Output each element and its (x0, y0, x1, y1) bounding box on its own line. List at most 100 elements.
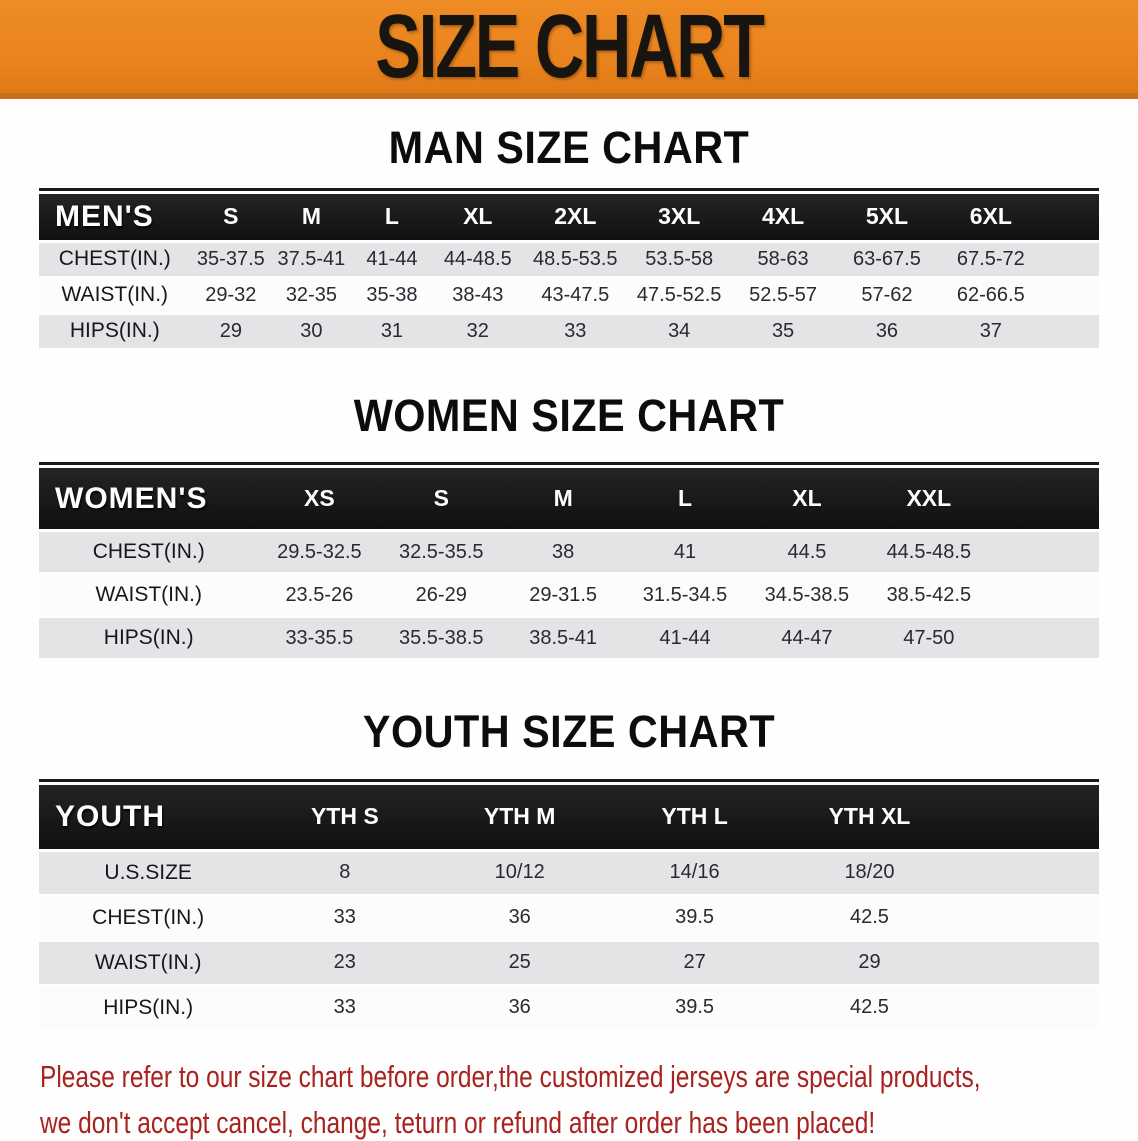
row-label-cell: CHEST(IN.) (39, 242, 191, 276)
value-cell: 62-66.5 (938, 278, 1043, 312)
filler-cell (956, 851, 1099, 894)
column-header-cell: XL (745, 468, 868, 529)
filler-cell (989, 468, 1099, 529)
youth-size-table-body: U.S.SIZE 8 10/12 14/16 18/20 CHEST(IN.) 33 36 39… (39, 851, 1099, 1029)
table-title-cell: YOUTH (39, 784, 258, 849)
filler-cell (989, 618, 1099, 658)
value-cell: 23 (257, 941, 433, 984)
youth-size-section: YOUTH SIZE CHART YOUTH YTH S YTH M YTH L YTH… (0, 707, 1138, 1032)
value-cell: 37 (938, 314, 1043, 348)
table-title-cell: MEN'S (39, 193, 191, 240)
column-header-cell: M (271, 193, 352, 240)
column-header-cell: YTH S (257, 784, 433, 849)
value-cell: 44.5-48.5 (867, 532, 990, 572)
value-cell: 37.5-41 (271, 242, 352, 276)
value-cell: 47-50 (867, 618, 990, 658)
value-cell: 38 (502, 532, 625, 572)
filler-cell (1042, 193, 1099, 240)
row-label-cell: U.S.SIZE (39, 851, 258, 894)
value-cell: 35.5-38.5 (380, 618, 503, 658)
value-cell: 41 (624, 532, 746, 572)
banner: SIZE CHART (0, 0, 1138, 99)
value-cell: 63-67.5 (835, 242, 939, 276)
table-row: U.S.SIZE 8 10/12 14/16 18/20 (39, 851, 1099, 894)
footer-note: Please refer to our size chart before or… (40, 1058, 1138, 1141)
filler-cell (1042, 314, 1099, 348)
column-header-cell: 5XL (835, 193, 939, 240)
table-row: CHEST(IN.) 29.5-32.5 32.5-35.5 38 41 44.5 44.5… (39, 532, 1099, 572)
row-label-cell: WAIST(IN.) (39, 941, 258, 984)
value-cell: 31.5-34.5 (624, 575, 746, 615)
row-label-cell: WAIST(IN.) (39, 575, 259, 615)
value-cell: 41-44 (624, 618, 746, 658)
table-header-row: MEN'S S M L XL 2XL 3XL 4XL 5XL 6XL (39, 193, 1099, 240)
value-cell: 32-35 (271, 278, 352, 312)
value-cell: 35-38 (351, 278, 433, 312)
value-cell: 30 (271, 314, 352, 348)
note-line-2: we don't accept cancel, change, teturn o… (40, 1104, 876, 1140)
column-header-cell: YTH M (432, 784, 608, 849)
row-label-cell: HIPS(IN.) (39, 618, 259, 658)
value-cell: 35 (731, 314, 835, 348)
value-cell: 29 (782, 941, 957, 984)
table-header-row: WOMEN'S XS S M L XL XXL (39, 468, 1099, 529)
man-size-heading: MAN SIZE CHART (0, 123, 1138, 173)
value-cell: 67.5-72 (938, 242, 1043, 276)
value-cell: 44.5 (745, 532, 868, 572)
women-size-table-head: WOMEN'S XS S M L XL XXL (39, 468, 1099, 529)
value-cell: 29-31.5 (502, 575, 625, 615)
column-header-cell: XXL (867, 468, 990, 529)
value-cell: 33-35.5 (258, 618, 381, 658)
value-cell: 38.5-42.5 (867, 575, 990, 615)
filler-cell (1042, 242, 1099, 276)
value-cell: 10/12 (432, 851, 608, 894)
value-cell: 29.5-32.5 (258, 532, 381, 572)
value-cell: 44-48.5 (432, 242, 524, 276)
value-cell: 34 (627, 314, 732, 348)
value-cell: 43-47.5 (523, 278, 628, 312)
filler-cell (989, 575, 1099, 615)
man-size-heading-text: MAN SIZE CHART (388, 122, 750, 173)
column-header-cell: M (502, 468, 625, 529)
row-label-cell: CHEST(IN.) (39, 532, 259, 572)
value-cell: 53.5-58 (627, 242, 732, 276)
column-header-cell: YTH L (607, 784, 783, 849)
column-header-cell: 3XL (627, 193, 732, 240)
value-cell: 47.5-52.5 (627, 278, 732, 312)
column-header-cell: 4XL (731, 193, 835, 240)
value-cell: 8 (257, 851, 433, 894)
value-cell: 42.5 (782, 986, 957, 1029)
column-header-cell: L (351, 193, 433, 240)
value-cell: 26-29 (380, 575, 503, 615)
column-header-cell: 6XL (938, 193, 1043, 240)
table-row: HIPS(IN.) 33 36 39.5 42.5 (39, 986, 1099, 1029)
table-header-row: YOUTH YTH S YTH M YTH L YTH XL (39, 784, 1099, 849)
value-cell: 31 (351, 314, 433, 348)
value-cell: 38-43 (432, 278, 524, 312)
value-cell: 58-63 (731, 242, 835, 276)
column-header-cell: L (624, 468, 746, 529)
note-line-1: Please refer to our size chart before or… (40, 1058, 981, 1094)
youth-size-table: YOUTH YTH S YTH M YTH L YTH XL U.S.SIZE 8 10/1… (39, 778, 1099, 1032)
filler-cell (956, 896, 1099, 939)
value-cell: 38.5-41 (502, 618, 625, 658)
row-label-cell: HIPS(IN.) (39, 986, 258, 1029)
value-cell: 44-47 (745, 618, 868, 658)
value-cell: 33 (523, 314, 628, 348)
women-size-heading: WOMEN SIZE CHART (0, 390, 1138, 441)
man-size-table: MEN'S S M L XL 2XL 3XL 4XL 5XL 6XL CHEST(IN.) 35-3… (39, 187, 1099, 351)
filler-cell (956, 986, 1099, 1029)
value-cell: 33 (257, 896, 433, 939)
row-label-cell: WAIST(IN.) (39, 278, 191, 312)
value-cell: 41-44 (351, 242, 433, 276)
value-cell: 36 (835, 314, 939, 348)
value-cell: 39.5 (607, 896, 783, 939)
value-cell: 36 (432, 896, 608, 939)
column-header-cell: YTH XL (782, 784, 957, 849)
table-row: WAIST(IN.) 23 25 27 29 (39, 941, 1099, 984)
value-cell: 39.5 (607, 986, 783, 1029)
value-cell: 57-62 (835, 278, 939, 312)
table-row: WAIST(IN.) 29-32 32-35 35-38 38-43 43-47.5 47.… (39, 278, 1099, 312)
value-cell: 29-32 (190, 278, 272, 312)
